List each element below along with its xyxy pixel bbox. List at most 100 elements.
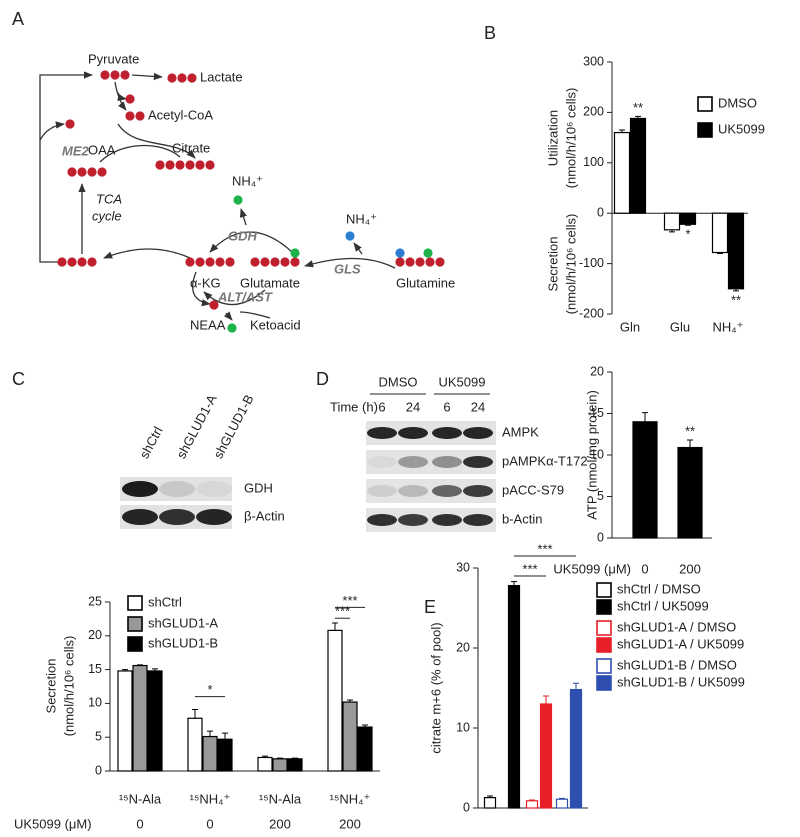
y-tick-label: 0 — [463, 800, 470, 814]
x-tick-label: Glu — [670, 319, 690, 334]
y-tick-label: 30 — [456, 560, 470, 574]
legend-label: shGLUD1-B — [148, 635, 218, 650]
blot-band — [122, 481, 158, 497]
legend-label: shGLUD1-A — [148, 615, 218, 630]
y-tick-label: 20 — [88, 628, 102, 642]
y-tick-label: 0 — [597, 205, 604, 219]
blot-band — [367, 427, 397, 439]
molecule-dot — [270, 257, 280, 267]
node-label: Acetyl-CoA — [148, 107, 213, 122]
y-axis-label: Secretion — [545, 237, 560, 292]
error-bar — [543, 695, 549, 704]
x-tick-label: 0 — [136, 816, 143, 831]
node-label: OAA — [88, 142, 116, 157]
y-tick-label: 15 — [590, 406, 604, 420]
y-tick-label: 5 — [597, 489, 604, 503]
protein-label: β-Actin — [244, 508, 285, 523]
x-tick-label: 0 — [641, 561, 648, 576]
molecule-dot — [435, 257, 445, 267]
bar — [147, 670, 163, 772]
molecule-dot — [77, 257, 87, 267]
panel-label: B — [484, 23, 496, 43]
group-label: DMSO — [379, 374, 418, 389]
node-label: NH₄⁺ — [346, 211, 377, 226]
molecule-dot — [67, 257, 77, 267]
bar — [663, 212, 681, 231]
protein-label: pACC-S79 — [502, 482, 564, 497]
molecule-dot — [345, 231, 355, 241]
molecule-dot — [185, 257, 195, 267]
error-bar — [487, 795, 493, 798]
protein-label: AMPK — [502, 424, 539, 439]
y-tick-label: 5 — [95, 729, 102, 743]
error-bar — [332, 622, 338, 631]
error-bar — [685, 224, 691, 226]
y-tick-label: 0 — [95, 763, 102, 777]
molecule-dot — [395, 257, 405, 267]
blot-band — [432, 456, 462, 468]
molecule-dot — [135, 111, 145, 121]
node-label: Glutamine — [396, 275, 455, 290]
significance: *** — [342, 593, 357, 608]
error-bar — [137, 664, 143, 666]
molecule-dot — [260, 257, 270, 267]
legend-swatch — [697, 96, 713, 112]
bar — [679, 212, 697, 225]
y-tick-label: 300 — [583, 54, 604, 68]
y-axis-label: (nmol/h/10⁶ cells) — [563, 88, 578, 189]
bar — [613, 131, 631, 214]
molecule-dot — [280, 257, 290, 267]
molecule-dot — [405, 257, 415, 267]
y-tick-label: 25 — [88, 594, 102, 608]
node-label: NEAA — [190, 317, 226, 332]
node-label: TCA — [96, 191, 122, 206]
bar — [525, 800, 539, 809]
y-axis-label: citrate m+6 (% of pool) — [428, 622, 443, 753]
significance: *** — [522, 561, 537, 576]
node-label: α-KG — [190, 275, 221, 290]
x-tick-label: 200 — [339, 816, 361, 831]
x-tick-label: 200 — [269, 816, 291, 831]
molecule-dot — [227, 323, 237, 333]
bar — [357, 726, 373, 772]
panel-label: E — [424, 597, 436, 617]
legend-label: shCtrl / DMSO — [617, 581, 701, 596]
molecule-dot — [167, 73, 177, 83]
legend-label: shGLUD1-A / DMSO — [617, 619, 736, 634]
legend-swatch — [596, 620, 612, 636]
molecule-dot — [425, 257, 435, 267]
molecule-dot — [195, 160, 205, 170]
x-tick-label: ¹⁵NH₄⁺ — [330, 791, 371, 806]
molecule-dot — [215, 257, 225, 267]
x-tick-label: NH₄⁺ — [713, 319, 744, 334]
time-value: 6 — [378, 399, 385, 414]
molecule-dot — [290, 248, 300, 258]
molecule-dot — [205, 257, 215, 267]
bar — [539, 703, 553, 809]
blot-band — [367, 485, 397, 497]
error-bar — [192, 708, 198, 719]
molecule-dot — [125, 94, 135, 104]
molecule-dot — [187, 73, 197, 83]
bar — [629, 117, 647, 214]
y-tick-label: 0 — [597, 530, 604, 544]
significance: *** — [537, 541, 552, 556]
error-bar — [635, 115, 641, 119]
molecule-dot — [87, 257, 97, 267]
y-axis-label: Utilization — [545, 110, 560, 166]
significance: * — [685, 227, 690, 242]
molecule-dot — [155, 160, 165, 170]
panel-label: C — [12, 369, 25, 389]
bar — [327, 629, 343, 772]
legend-swatch — [127, 595, 143, 611]
legend-swatch — [596, 599, 612, 615]
error-bar — [262, 755, 268, 758]
molecule-dot — [395, 248, 405, 258]
blot-band — [367, 456, 397, 468]
blot-band — [398, 456, 428, 468]
legend-swatch — [596, 582, 612, 598]
x-tick-label: ¹⁵N-Ala — [259, 791, 302, 806]
bar — [727, 212, 745, 290]
molecule-dot — [233, 195, 243, 205]
